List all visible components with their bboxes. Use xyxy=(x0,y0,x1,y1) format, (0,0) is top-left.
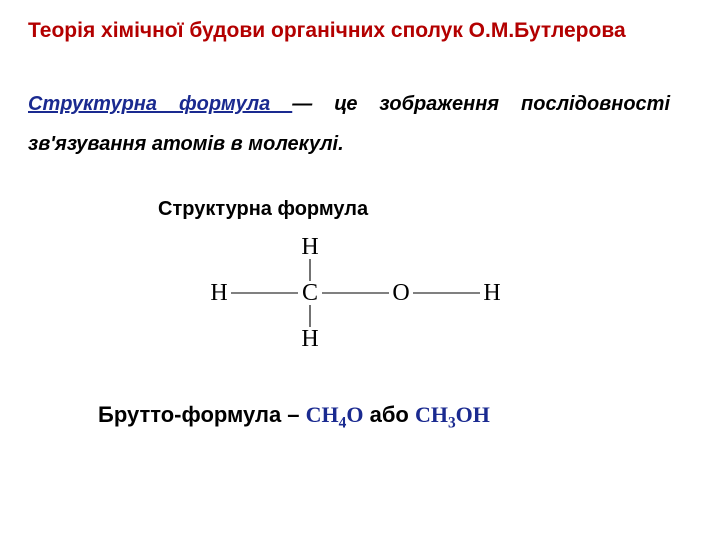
brutto-f2-sub: 3 xyxy=(448,415,456,432)
molecule-container: HHCOHH xyxy=(28,229,692,362)
brutto-f1-base: СН xyxy=(306,402,339,427)
brutto-or: або xyxy=(363,402,415,427)
atom-label: C xyxy=(302,280,318,306)
brutto-f1-tail: О xyxy=(346,402,363,427)
slide: Теорія хімічної будови органічних сполук… xyxy=(0,0,720,540)
brutto-formula-line: Брутто-формула – СН4О або СН3ОН xyxy=(28,402,692,428)
methanol-structure: HHCOHH xyxy=(195,229,525,357)
brutto-formula-1: СН4О xyxy=(306,402,364,427)
definition-paragraph: Структурна формула — це зображення послі… xyxy=(28,84,692,164)
atom-label: H xyxy=(301,234,318,260)
atom-label: H xyxy=(210,280,227,306)
atom-label: H xyxy=(483,280,500,306)
brutto-f2-base: СН xyxy=(415,402,448,427)
structure-subheading: Структурна формула xyxy=(28,198,692,221)
slide-title: Теорія хімічної будови органічних сполук… xyxy=(28,18,692,44)
atom-label: O xyxy=(392,280,409,306)
brutto-f2-tail: ОН xyxy=(456,402,490,427)
brutto-formula-2: СН3ОН xyxy=(415,402,490,427)
brutto-label: Брутто-формула – xyxy=(98,402,306,427)
atom-label: H xyxy=(301,326,318,352)
definition-term: Структурна формула xyxy=(28,93,292,115)
